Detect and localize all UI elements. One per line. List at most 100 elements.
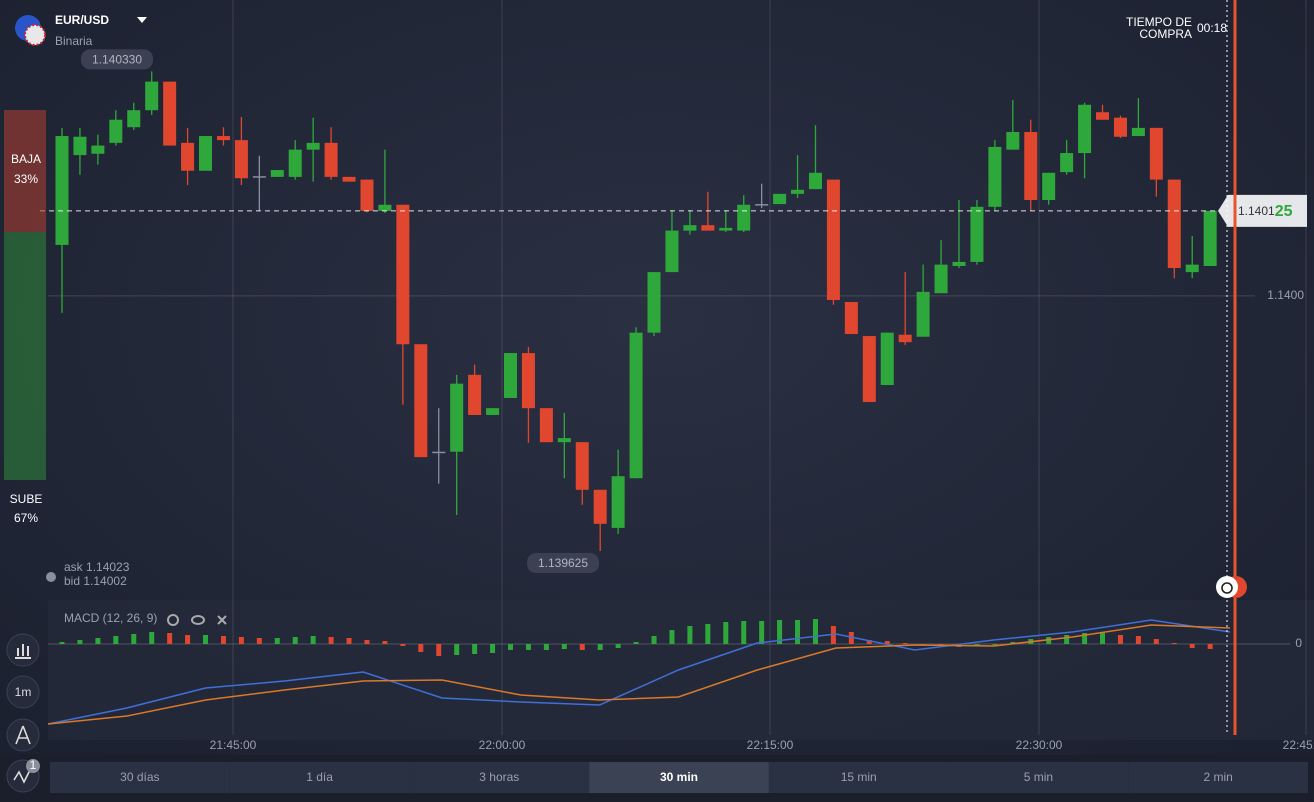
- candle-body: [216, 136, 230, 141]
- candle-body: [1113, 117, 1127, 137]
- macd-bar: [597, 644, 603, 650]
- macd-bar: [1010, 642, 1016, 644]
- macd-bar: [1189, 644, 1195, 648]
- timeframe-button[interactable]: [6, 675, 40, 709]
- timeframe-option[interactable]: [1128, 762, 1308, 793]
- candle-body: [468, 374, 482, 415]
- macd-panel: [48, 600, 1314, 740]
- candle-body: [791, 189, 805, 194]
- macd-bar: [759, 621, 765, 644]
- timer: 00:18: [1197, 21, 1227, 35]
- macd-bar: [310, 636, 316, 644]
- timeframe-option[interactable]: [589, 762, 769, 793]
- timeframe-label[interactable]: 30 días: [120, 770, 159, 784]
- candle-body: [970, 206, 984, 262]
- macd-bar: [741, 621, 747, 644]
- macd-bar: [795, 620, 801, 644]
- drawing-button[interactable]: [6, 718, 40, 752]
- flag-us: [24, 24, 46, 46]
- timeframe-label[interactable]: 15 min: [841, 770, 877, 784]
- candle-body: [575, 442, 589, 490]
- macd-bar: [579, 644, 585, 650]
- macd-bar: [220, 636, 226, 644]
- ask-label: ask: [64, 560, 84, 574]
- pair[interactable]: EUR/USD: [55, 13, 109, 27]
- timeframe-option[interactable]: [948, 762, 1129, 793]
- timeframe-label[interactable]: 5 min: [1024, 770, 1053, 784]
- macd-bar: [490, 644, 496, 653]
- candle-body: [324, 142, 338, 177]
- bid: bid 1.14002: [64, 574, 127, 588]
- macd-settings[interactable]: [167, 614, 179, 626]
- candle-body: [414, 344, 428, 458]
- candle-body: [1024, 131, 1038, 200]
- candle-body: [504, 353, 517, 398]
- candle-body: [306, 142, 320, 150]
- macd-bar: [543, 644, 549, 650]
- mode: Binaria: [55, 34, 93, 48]
- macd-bar: [185, 635, 191, 644]
- candle-body: [1096, 112, 1110, 120]
- timer-label: TIEMPO DE: [1126, 15, 1192, 29]
- candle-body: [1203, 210, 1217, 266]
- candle-body: [521, 353, 535, 409]
- macd-bar: [77, 640, 83, 644]
- macd-bar: [274, 638, 280, 644]
- macd-bar: [1117, 635, 1123, 644]
- macd-macd-line: [47, 619, 1231, 725]
- ask: ask 1.14023: [64, 560, 130, 574]
- indicators-icon: [13, 769, 31, 784]
- macd-bar: [292, 637, 298, 644]
- macd-bar: [472, 644, 478, 654]
- indicator-badge: [26, 759, 40, 773]
- candle-body: [396, 204, 410, 345]
- candle-body: [539, 408, 553, 443]
- y-tick-label: 1.1400: [1267, 288, 1304, 302]
- candle-body: [808, 172, 822, 190]
- timeframe-option[interactable]: [409, 762, 590, 793]
- candle-body: [145, 81, 159, 111]
- macd-bar: [59, 642, 65, 644]
- timeframe-label[interactable]: 1 día: [306, 770, 333, 784]
- candle-body: [1060, 153, 1074, 173]
- candle-body: [450, 383, 464, 452]
- timeframe-label[interactable]: 30 min: [660, 770, 698, 784]
- candle-body: [288, 149, 302, 177]
- macd-bar: [400, 644, 406, 646]
- x-tick-label: 22:15:00: [747, 738, 794, 752]
- candle-body: [665, 230, 679, 273]
- help-icon[interactable]: [46, 572, 56, 582]
- candle-body: [898, 334, 912, 343]
- candle-body: [611, 476, 625, 528]
- macd-bar: [131, 634, 137, 644]
- macd-bar: [884, 641, 890, 644]
- macd-close[interactable]: [217, 615, 227, 625]
- candle-body: [127, 110, 141, 128]
- pair-dropdown[interactable]: [137, 17, 147, 23]
- candle-body: [342, 176, 356, 182]
- timeframe-option[interactable]: [768, 762, 949, 793]
- macd-bar: [95, 638, 101, 644]
- candle-body: [1185, 264, 1199, 273]
- macd-bar: [113, 636, 119, 644]
- macd-bar: [436, 644, 442, 656]
- candle-body: [719, 227, 733, 231]
- macd-bar: [669, 630, 675, 644]
- macd-bar: [346, 638, 352, 644]
- ask-value: 1.14023: [86, 560, 130, 574]
- macd-bar: [687, 626, 693, 644]
- timeframe-option[interactable]: [50, 762, 230, 793]
- timeframe-label[interactable]: 2 min: [1203, 770, 1232, 784]
- candle-body: [934, 264, 948, 294]
- macd-visibility[interactable]: [191, 615, 205, 625]
- macd-title: MACD (12, 26, 9): [64, 611, 157, 625]
- candle-body: [73, 136, 87, 156]
- candle-body: [826, 179, 840, 300]
- candle-body: [755, 204, 769, 206]
- macd-bar: [1064, 635, 1070, 644]
- macd-bar: [561, 644, 567, 649]
- timeframe-option[interactable]: [229, 762, 410, 793]
- candle-body: [432, 451, 446, 454]
- timeframe-label[interactable]: 3 horas: [479, 770, 519, 784]
- candle-body: [486, 408, 500, 415]
